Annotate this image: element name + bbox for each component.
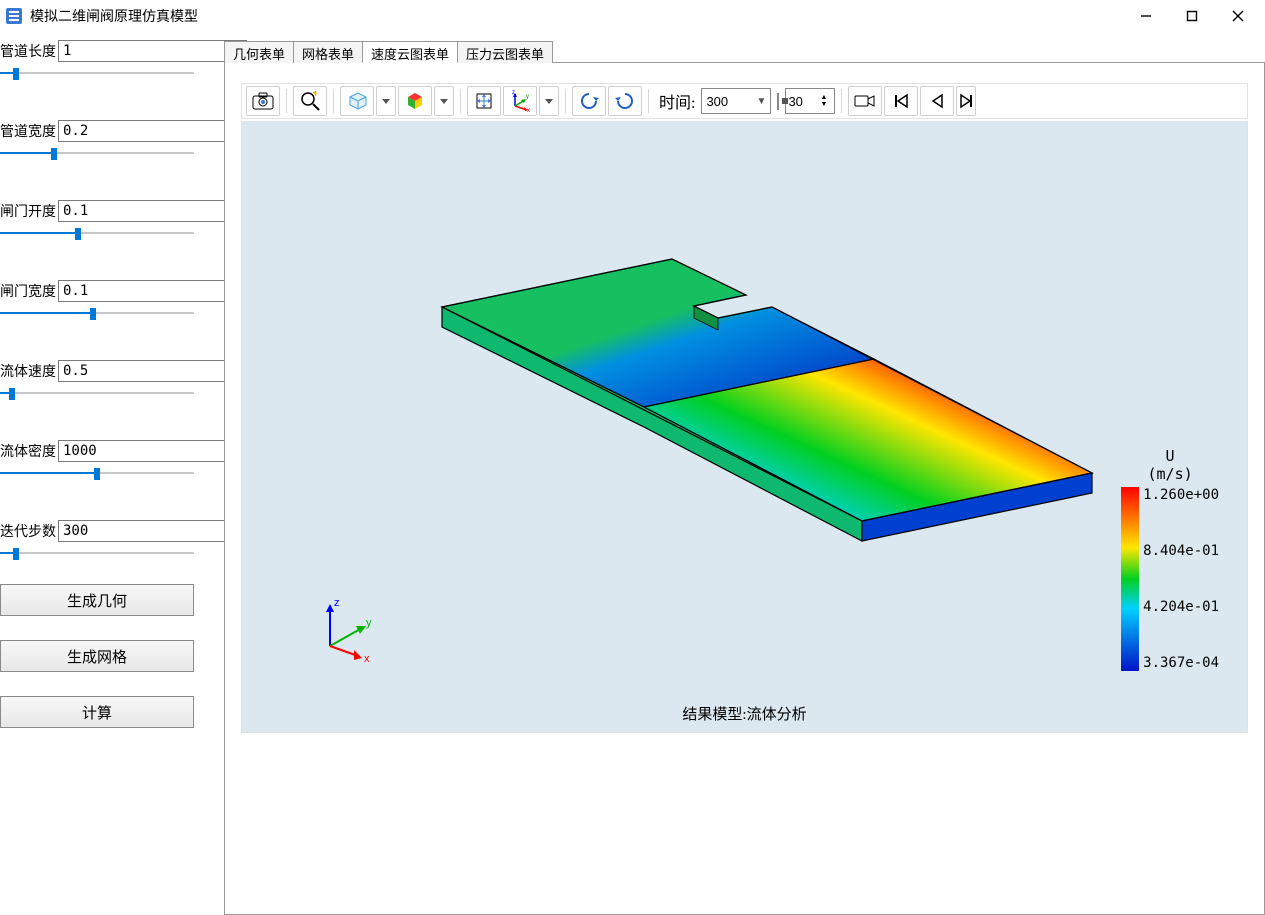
generate-geometry-button[interactable]: 生成几何	[0, 584, 194, 616]
svg-text:x: x	[527, 108, 530, 112]
param-2: 闸门开度	[0, 200, 194, 240]
legend-tick: 3.367e-04	[1143, 655, 1219, 671]
legend-tick: 8.404e-01	[1143, 543, 1219, 559]
zoom-button[interactable]	[293, 86, 327, 116]
tab-velocity[interactable]: 速度云图表单	[362, 41, 458, 63]
colormap-button[interactable]	[398, 86, 432, 116]
view-mode-dropdown[interactable]	[376, 86, 396, 116]
generate-mesh-button[interactable]: 生成网格	[0, 640, 194, 672]
titlebar: 模拟二维闸阀原理仿真模型	[0, 0, 1265, 32]
plane-indicator-icon	[773, 94, 783, 109]
time-select[interactable]: 300 ▼	[701, 88, 771, 114]
param-3: 闸门宽度	[0, 280, 194, 320]
minimize-button[interactable]	[1123, 0, 1169, 32]
param-label: 管道长度	[0, 41, 56, 61]
window-title: 模拟二维闸阀原理仿真模型	[30, 6, 198, 26]
axis-select-button[interactable]: z y x	[503, 86, 537, 116]
tab-content: z y x 时间: 300 ▼	[224, 62, 1265, 915]
rotate-ccw-button[interactable]	[572, 86, 606, 116]
param-label: 闸门宽度	[0, 281, 56, 301]
svg-text:y: y	[366, 617, 372, 629]
frame-value: 30	[788, 94, 802, 109]
param-slider[interactable]	[0, 306, 194, 320]
fit-view-button[interactable]	[467, 86, 501, 116]
time-label: 时间:	[655, 89, 699, 113]
screenshot-button[interactable]	[246, 86, 280, 116]
param-label: 迭代步数	[0, 521, 56, 541]
maximize-button[interactable]	[1169, 0, 1215, 32]
param-5: 流体密度	[0, 440, 194, 480]
param-1: 管道宽度	[0, 120, 194, 160]
first-frame-button[interactable]	[884, 86, 918, 116]
svg-text:z: z	[334, 597, 340, 609]
param-label: 管道宽度	[0, 121, 56, 141]
param-slider[interactable]	[0, 226, 194, 240]
tab-geometry[interactable]: 几何表单	[224, 41, 294, 63]
axis-gizmo: z y x	[314, 594, 384, 664]
legend-title: U	[1121, 447, 1219, 465]
param-4: 流体速度	[0, 360, 194, 400]
rotate-cw-button[interactable]	[608, 86, 642, 116]
param-slider[interactable]	[0, 546, 194, 560]
tab-bar: 几何表单 网格表单 速度云图表单 压力云图表单	[224, 40, 1265, 62]
viewport-toolbar: z y x 时间: 300 ▼	[241, 83, 1248, 119]
close-button[interactable]	[1215, 0, 1261, 32]
legend-tick: 4.204e-01	[1143, 599, 1219, 615]
3d-viewport[interactable]: z y x U (m/s) 1.260e+00 8.404e-01 4.204e-0…	[241, 121, 1248, 733]
svg-text:x: x	[364, 653, 370, 664]
param-slider[interactable]	[0, 466, 194, 480]
param-slider[interactable]	[0, 66, 194, 80]
tab-pressure[interactable]: 压力云图表单	[457, 41, 553, 63]
param-0: 管道长度	[0, 40, 194, 80]
tab-mesh[interactable]: 网格表单	[293, 41, 363, 63]
param-label: 流体速度	[0, 361, 56, 381]
svg-text:z: z	[512, 90, 515, 96]
parameter-panel: 管道长度 管道宽度 闸门开度 闸门宽度	[0, 32, 200, 915]
prev-frame-button[interactable]	[920, 86, 954, 116]
axis-select-dropdown[interactable]	[539, 86, 559, 116]
frame-number-input[interactable]: 30 ▲▼	[785, 88, 835, 114]
record-button[interactable]	[848, 86, 882, 116]
param-label: 流体密度	[0, 441, 56, 461]
app-icon	[4, 6, 24, 26]
param-slider[interactable]	[0, 386, 194, 400]
legend-tick: 1.260e+00	[1143, 487, 1219, 503]
time-value: 300	[706, 94, 728, 109]
param-label: 闸门开度	[0, 201, 56, 221]
view-mode-button[interactable]	[340, 86, 374, 116]
legend-units: (m/s)	[1121, 465, 1219, 483]
viewport-caption: 结果模型:流体分析	[242, 703, 1247, 724]
svg-text:y: y	[526, 94, 529, 100]
param-slider[interactable]	[0, 146, 194, 160]
legend-bar-icon	[1121, 487, 1139, 671]
simulation-model	[392, 251, 1112, 671]
color-legend: U (m/s) 1.260e+00 8.404e-01 4.204e-01 3.367…	[1121, 447, 1219, 671]
param-6: 迭代步数	[0, 520, 194, 560]
colormap-dropdown[interactable]	[434, 86, 454, 116]
play-button[interactable]	[956, 86, 976, 116]
compute-button[interactable]: 计算	[0, 696, 194, 728]
